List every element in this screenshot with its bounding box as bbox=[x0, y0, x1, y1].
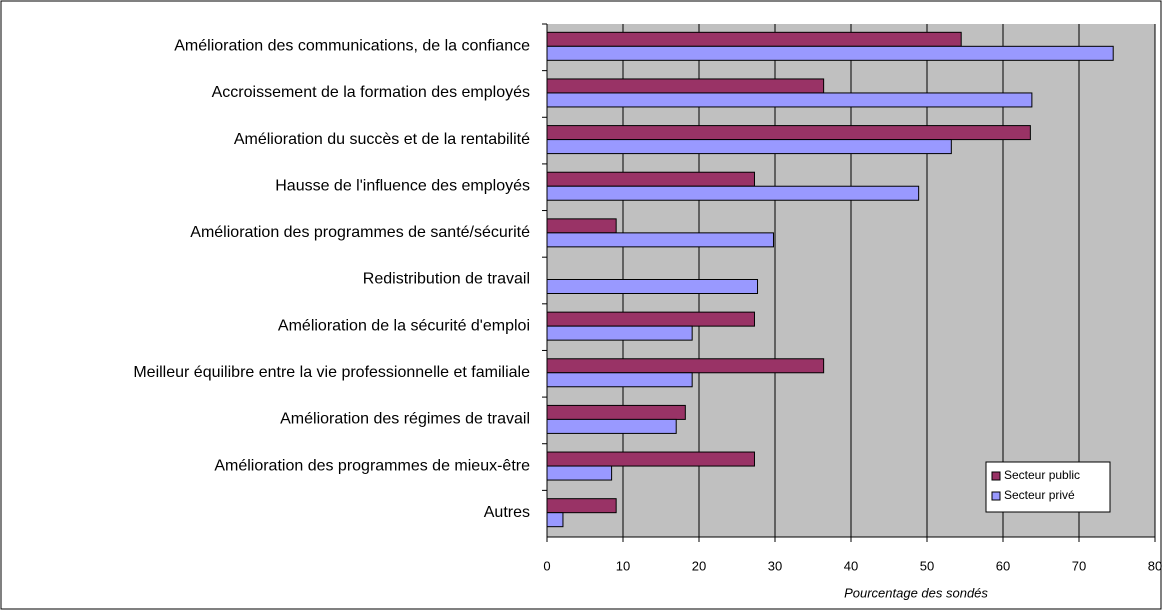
bar bbox=[546, 512, 564, 528]
y-tick-label: Amélioration des communications, de la c… bbox=[174, 38, 530, 55]
y-tick-label: Amélioration des programmes de santé/séc… bbox=[190, 224, 530, 241]
bar bbox=[546, 139, 952, 155]
bar bbox=[546, 232, 774, 248]
bar bbox=[546, 125, 1031, 141]
x-tick-label: 10 bbox=[616, 558, 630, 573]
bar bbox=[546, 451, 755, 467]
bar bbox=[546, 418, 677, 434]
bar bbox=[546, 465, 613, 481]
x-tick-label: 30 bbox=[768, 558, 782, 573]
bar bbox=[546, 404, 686, 420]
x-tick-label: 20 bbox=[692, 558, 706, 573]
x-tick-label: 40 bbox=[844, 558, 858, 573]
x-tick-label: 80 bbox=[1148, 558, 1162, 573]
x-axis-label: Pourcentage des sondés bbox=[844, 585, 988, 600]
bar bbox=[546, 279, 759, 294]
bar bbox=[546, 372, 693, 388]
y-tick-label: Amélioration de la sécurité d'emploi bbox=[278, 317, 530, 334]
x-tick-label: 60 bbox=[996, 558, 1010, 573]
bar bbox=[546, 92, 1033, 108]
x-tick-label: 0 bbox=[543, 558, 550, 573]
y-tick-label: Amélioration des régimes de travail bbox=[280, 411, 530, 428]
legend bbox=[985, 461, 1111, 513]
legend-label: Secteur privé bbox=[1004, 488, 1075, 502]
y-tick-label: Redistribution de travail bbox=[363, 271, 530, 288]
bar bbox=[546, 31, 962, 47]
bar bbox=[546, 498, 617, 514]
bar bbox=[546, 185, 920, 201]
bar bbox=[546, 171, 755, 187]
legend-swatch bbox=[991, 471, 1001, 481]
bar bbox=[546, 45, 1114, 61]
bar bbox=[546, 311, 755, 327]
bar bbox=[546, 325, 693, 341]
x-tick-label: 70 bbox=[1072, 558, 1086, 573]
legend-label: Secteur public bbox=[1004, 468, 1080, 482]
y-tick-label: Accroissement de la formation des employ… bbox=[212, 84, 530, 101]
y-tick-label: Hausse de l'influence des employés bbox=[275, 177, 530, 194]
y-tick-label: Amélioration du succès et de la rentabil… bbox=[234, 131, 530, 148]
bar bbox=[546, 218, 617, 234]
y-tick-label: Meilleur équilibre entre la vie professi… bbox=[133, 364, 530, 381]
legend-swatch bbox=[991, 491, 1001, 501]
bar bbox=[546, 358, 825, 374]
x-tick-label: 50 bbox=[920, 558, 934, 573]
bar bbox=[546, 78, 825, 94]
y-tick-label: Amélioration des programmes de mieux-êtr… bbox=[214, 457, 530, 474]
y-tick-label: Autres bbox=[484, 504, 530, 521]
